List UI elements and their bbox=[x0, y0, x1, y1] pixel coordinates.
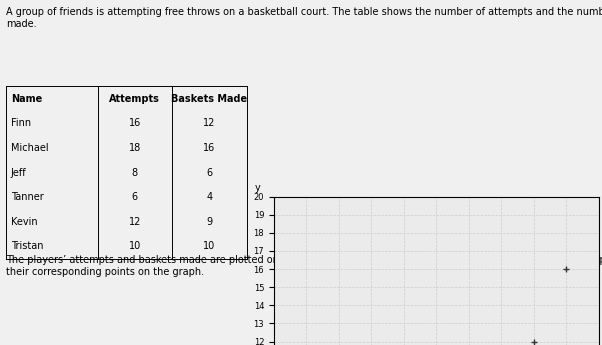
Text: 12: 12 bbox=[129, 217, 141, 227]
Text: 4: 4 bbox=[206, 192, 213, 202]
Text: 16: 16 bbox=[129, 118, 141, 128]
Text: 16: 16 bbox=[203, 143, 216, 153]
Text: 6: 6 bbox=[132, 192, 138, 202]
Text: Jeff: Jeff bbox=[11, 168, 26, 177]
Text: 8: 8 bbox=[132, 168, 138, 177]
Text: Tanner: Tanner bbox=[11, 192, 43, 202]
Text: Michael: Michael bbox=[11, 143, 48, 153]
Text: The players’ attempts and baskets made are plotted on the graph. Determine which: The players’ attempts and baskets made a… bbox=[6, 255, 602, 277]
Text: 6: 6 bbox=[206, 168, 213, 177]
Text: Tristan: Tristan bbox=[11, 241, 43, 252]
Text: 18: 18 bbox=[129, 143, 141, 153]
Text: 10: 10 bbox=[129, 241, 141, 252]
Text: 10: 10 bbox=[203, 241, 216, 252]
Text: Name: Name bbox=[11, 93, 42, 104]
Text: Finn: Finn bbox=[11, 118, 31, 128]
Text: Baskets Made: Baskets Made bbox=[172, 93, 247, 104]
Text: Attempts: Attempts bbox=[110, 93, 160, 104]
Text: A group of friends is attempting free throws on a basketball court. The table sh: A group of friends is attempting free th… bbox=[6, 7, 602, 29]
Text: Kevin: Kevin bbox=[11, 217, 37, 227]
Text: 12: 12 bbox=[203, 118, 216, 128]
Text: 9: 9 bbox=[206, 217, 213, 227]
Text: y: y bbox=[255, 183, 260, 193]
